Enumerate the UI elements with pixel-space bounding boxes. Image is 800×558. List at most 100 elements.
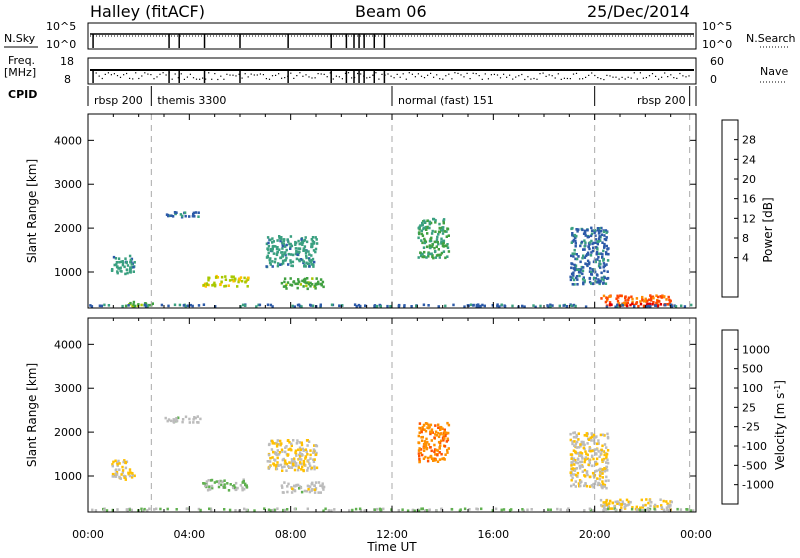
data-cell bbox=[312, 265, 315, 268]
data-cell bbox=[298, 258, 301, 262]
data-cell bbox=[605, 499, 608, 502]
data-cell bbox=[600, 448, 603, 452]
data-cell bbox=[112, 460, 115, 464]
data-cell bbox=[286, 490, 289, 494]
nave-dot bbox=[591, 72, 593, 74]
data-cell bbox=[440, 251, 444, 255]
data-cell bbox=[592, 485, 595, 489]
data-cell bbox=[423, 250, 426, 254]
data-cell bbox=[309, 284, 312, 288]
data-cell bbox=[207, 278, 210, 282]
data-cell bbox=[669, 299, 672, 303]
data-cell bbox=[311, 263, 315, 266]
nave-dot bbox=[390, 75, 392, 77]
data-cell bbox=[620, 503, 623, 506]
data-cell bbox=[591, 471, 595, 475]
data-cell bbox=[645, 303, 649, 306]
nave-dot bbox=[655, 75, 657, 77]
nave-dot bbox=[600, 78, 602, 80]
data-cell bbox=[269, 263, 272, 266]
data-cell bbox=[503, 305, 507, 308]
data-cell bbox=[621, 500, 624, 503]
data-cell bbox=[298, 455, 302, 458]
nave-dot bbox=[597, 77, 599, 79]
data-cell bbox=[289, 245, 292, 249]
data-cell bbox=[423, 239, 427, 242]
data-cell bbox=[631, 302, 634, 306]
data-cell bbox=[589, 267, 592, 270]
data-cell bbox=[570, 266, 573, 270]
data-cell bbox=[217, 485, 221, 489]
data-cell bbox=[433, 240, 436, 244]
data-cell bbox=[575, 440, 579, 444]
nave-dot bbox=[396, 73, 398, 75]
data-cell bbox=[595, 435, 598, 438]
data-cell bbox=[315, 242, 319, 245]
data-cell bbox=[603, 483, 607, 487]
nave-dot bbox=[123, 74, 125, 76]
data-cell bbox=[309, 457, 312, 460]
data-cell bbox=[271, 442, 274, 445]
data-cell bbox=[592, 457, 595, 461]
data-cell bbox=[606, 297, 609, 300]
data-cell bbox=[133, 474, 136, 478]
data-cell bbox=[306, 466, 310, 470]
data-cell bbox=[294, 451, 297, 454]
nsky-label: N.Sky bbox=[4, 32, 36, 45]
nave-dot bbox=[569, 78, 571, 80]
data-cell bbox=[603, 453, 606, 457]
data-cell bbox=[288, 466, 291, 469]
data-cell bbox=[271, 249, 274, 252]
data-cell bbox=[426, 232, 429, 235]
data-cell bbox=[597, 228, 600, 232]
data-cell bbox=[577, 482, 581, 485]
data-cell bbox=[179, 213, 183, 216]
data-cell bbox=[579, 451, 582, 454]
data-cell bbox=[429, 454, 433, 458]
data-cell bbox=[390, 508, 393, 511]
data-cell bbox=[299, 283, 302, 286]
data-cell bbox=[301, 258, 304, 262]
nave-dot bbox=[220, 75, 222, 77]
data-cell bbox=[578, 466, 582, 470]
data-cell bbox=[167, 418, 171, 421]
data-cell bbox=[276, 456, 279, 460]
data-cell bbox=[300, 242, 303, 245]
data-cell bbox=[521, 508, 524, 511]
data-cell bbox=[511, 304, 514, 308]
data-cell bbox=[594, 277, 598, 280]
data-cell bbox=[309, 449, 312, 452]
data-cell bbox=[206, 283, 209, 286]
nave-dot bbox=[420, 75, 423, 77]
data-cell bbox=[653, 503, 657, 507]
data-cell bbox=[618, 503, 621, 506]
data-cell bbox=[191, 304, 194, 308]
nave-dot bbox=[159, 73, 161, 75]
nsearch-label: N.Search bbox=[746, 32, 796, 45]
data-cell bbox=[425, 446, 429, 450]
data-cell bbox=[605, 461, 608, 464]
data-cell bbox=[596, 248, 599, 251]
data-cell bbox=[181, 418, 185, 421]
data-cell bbox=[300, 443, 304, 447]
data-cell bbox=[597, 240, 600, 243]
data-cell bbox=[477, 303, 480, 306]
data-cell bbox=[626, 503, 629, 507]
data-cell bbox=[450, 508, 454, 511]
data-cell bbox=[357, 303, 361, 307]
data-cell bbox=[285, 283, 288, 287]
data-cell bbox=[598, 252, 601, 256]
nave-dot bbox=[317, 73, 319, 75]
data-cell bbox=[146, 304, 149, 307]
data-cell bbox=[297, 251, 300, 254]
data-cell bbox=[577, 270, 581, 274]
data-cell bbox=[284, 251, 287, 254]
data-cell bbox=[313, 491, 317, 494]
data-cell bbox=[599, 252, 603, 255]
data-cell bbox=[192, 421, 195, 424]
data-cell bbox=[210, 484, 214, 488]
data-cell bbox=[475, 305, 478, 309]
data-cell bbox=[281, 469, 284, 472]
data-cell bbox=[445, 440, 448, 443]
data-cell bbox=[246, 278, 250, 281]
